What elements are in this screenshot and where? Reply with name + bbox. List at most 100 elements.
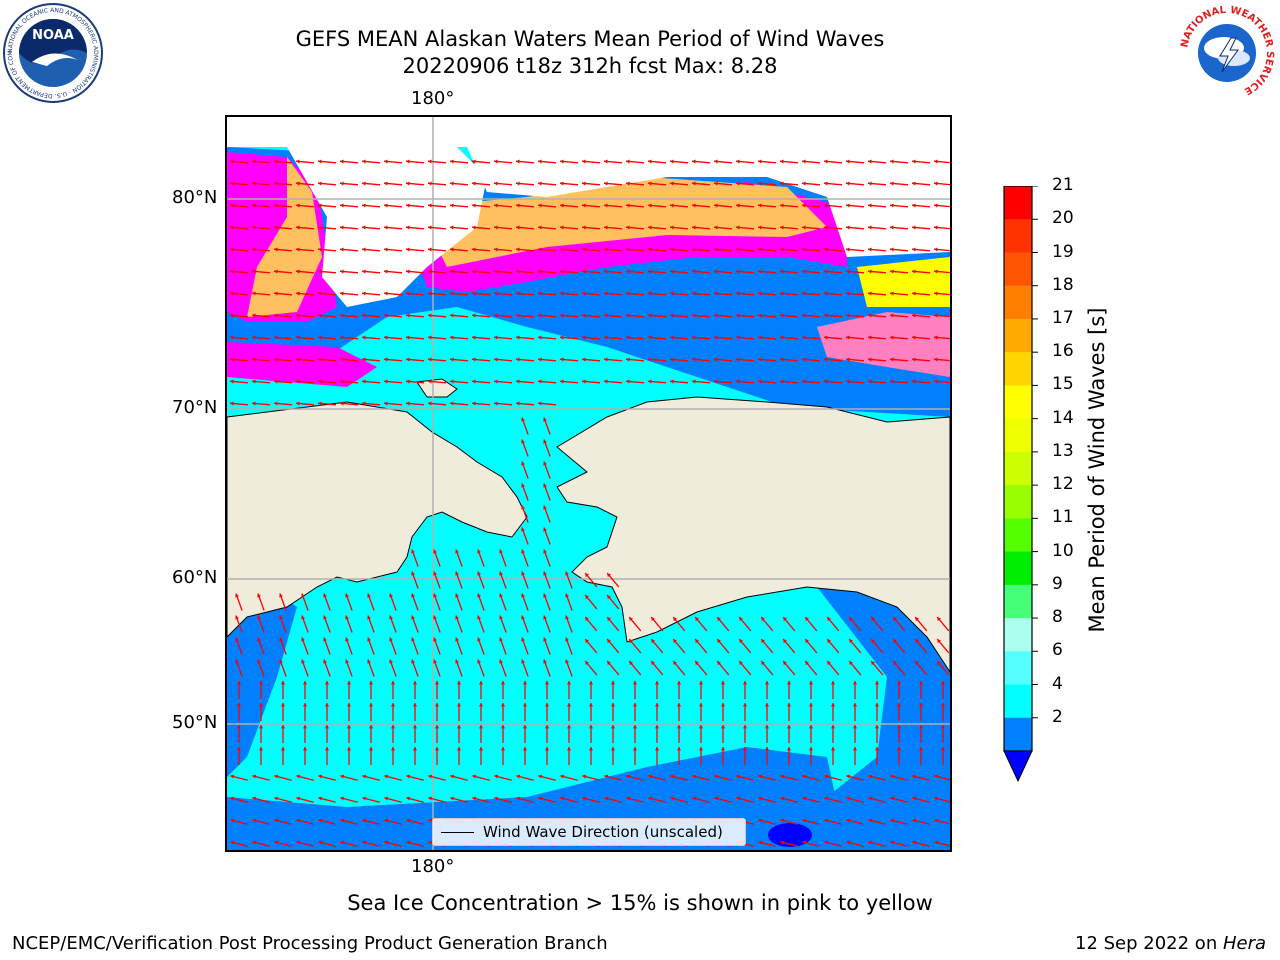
wind-wave-arrowhead (582, 379, 586, 384)
wind-wave-arrowhead (428, 774, 433, 779)
wind-wave-arrowhead (472, 796, 477, 801)
wind-wave-arrowhead (543, 527, 547, 532)
wind-wave-arrowhead (433, 615, 437, 620)
wind-wave-arrowhead (406, 818, 411, 823)
wind-wave-arrowhead (252, 225, 256, 230)
wind-wave-arrowhead (604, 357, 608, 362)
wind-wave-arrowhead (296, 225, 300, 230)
wind-wave-arrowhead (543, 549, 547, 554)
wind-wave-arrowhead (915, 661, 919, 666)
wind-wave-arrowhead (824, 203, 828, 208)
wind-wave-arrowhead (384, 774, 389, 779)
wind-wave-arrowhead (516, 203, 520, 208)
wind-wave-arrowhead (538, 159, 542, 164)
wind-wave-arrowhead (450, 313, 454, 318)
wind-wave-arrowhead (780, 818, 785, 823)
wind-wave-arrowhead (318, 247, 322, 252)
wind-wave-arrowhead (406, 796, 411, 801)
wind-wave-arrowhead (582, 313, 586, 318)
wind-wave-arrowhead (390, 747, 396, 751)
wind-wave-arrowhead (428, 401, 432, 406)
wind-wave-arrowhead (412, 747, 418, 751)
wind-wave-arrowhead (516, 225, 520, 230)
chart-subtitle: 20220906 t18z 312h fcst Max: 8.28 (402, 54, 778, 78)
wind-wave-arrowhead (345, 637, 349, 642)
wind-wave-arrowhead (912, 840, 917, 845)
wind-wave-arrowhead (324, 681, 330, 685)
wind-wave-arrowhead (434, 681, 440, 685)
wind-wave-arrowhead (516, 313, 520, 318)
wind-wave-arrowhead (406, 379, 410, 384)
wind-wave-arrowhead (384, 203, 388, 208)
wind-wave-arrowhead (258, 681, 264, 685)
wind-wave-arrowhead (323, 593, 327, 598)
wind-wave-arrowhead (692, 181, 696, 186)
colorbar-tick-label: 4 (1052, 673, 1063, 694)
footer-date: 12 Sep 2022 on Hera (1075, 933, 1266, 954)
wind-wave-arrowhead (384, 840, 389, 845)
wind-wave-arrowhead (560, 225, 564, 230)
wind-wave-arrowhead (499, 593, 503, 598)
wind-wave-arrowhead (279, 593, 283, 598)
wind-wave-arrowhead (736, 247, 740, 252)
wind-wave-arrowhead (324, 703, 330, 707)
wind-wave-arrowhead (384, 181, 388, 186)
wind-wave-arrowhead (406, 335, 410, 340)
wind-wave-arrowhead (538, 796, 543, 801)
wind-wave-arrowhead (714, 357, 718, 362)
wind-wave-arrowhead (720, 681, 726, 685)
wind-wave-arrowhead (302, 703, 308, 707)
wind-wave-arrowhead (544, 747, 550, 751)
wind-wave-arrowhead (279, 637, 283, 642)
wind-wave-arrowhead (830, 725, 836, 729)
wind-wave-arrowhead (499, 659, 503, 664)
wind-wave-arrowhead (235, 637, 239, 642)
wind-wave-arrowhead (912, 181, 916, 186)
wind-wave-arrowhead (538, 774, 543, 779)
wind-wave-arrowhead (521, 417, 525, 422)
wind-wave-arrowhead (610, 681, 616, 685)
wind-wave-arrowhead (670, 313, 674, 318)
map-legend: Wind Wave Direction (unscaled) (432, 818, 746, 846)
wind-wave-arrowhead (896, 681, 902, 685)
wind-wave-arrowhead (824, 269, 828, 274)
wind-wave-arrowhead (802, 796, 807, 801)
wind-wave-arrowhead (560, 796, 565, 801)
wind-wave-arrowhead (477, 593, 481, 598)
wind-wave-arrowhead (780, 774, 785, 779)
wind-wave-arrowhead (384, 159, 388, 164)
wind-wave-arrowhead (560, 357, 564, 362)
wind-wave-arrowhead (717, 617, 721, 622)
wind-wave-arrowhead (764, 703, 770, 707)
wind-wave-arrowhead (868, 269, 872, 274)
wind-wave-arrowhead (456, 747, 462, 751)
wind-wave-arrowhead (318, 181, 322, 186)
wind-wave-arrowhead (274, 313, 278, 318)
wind-wave-arrowhead (516, 181, 520, 186)
wind-wave-arrowhead (324, 725, 330, 729)
wind-wave-arrowhead (252, 357, 256, 362)
wind-wave-arrowhead (362, 796, 367, 801)
wind-wave-arrowhead (543, 483, 547, 488)
wind-wave-arrowhead (736, 357, 740, 362)
wind-wave-arrowhead (450, 774, 455, 779)
wind-wave-arrowhead (455, 571, 459, 576)
colorbar-segment (1004, 385, 1032, 420)
wind-wave-arrowhead (472, 357, 476, 362)
wind-wave-arrowhead (626, 774, 631, 779)
wind-wave-arrowhead (868, 818, 873, 823)
wind-wave-arrowhead (585, 595, 589, 600)
wind-wave-arrowhead (673, 639, 677, 644)
wind-wave-arrowhead (736, 774, 741, 779)
wind-wave-arrowhead (874, 747, 880, 751)
wind-wave-arrowhead (340, 269, 344, 274)
wind-wave-arrowhead (543, 439, 547, 444)
wind-wave-arrowhead (543, 659, 547, 664)
colorbar-segment (1004, 186, 1032, 220)
colorbar (1003, 186, 1038, 783)
wind-wave-arrowhead (252, 203, 256, 208)
wind-wave-arrowhead (538, 247, 542, 252)
wind-wave-arrowhead (824, 774, 829, 779)
wind-wave-arrowhead (764, 747, 770, 751)
wind-wave-arrowhead (714, 203, 718, 208)
